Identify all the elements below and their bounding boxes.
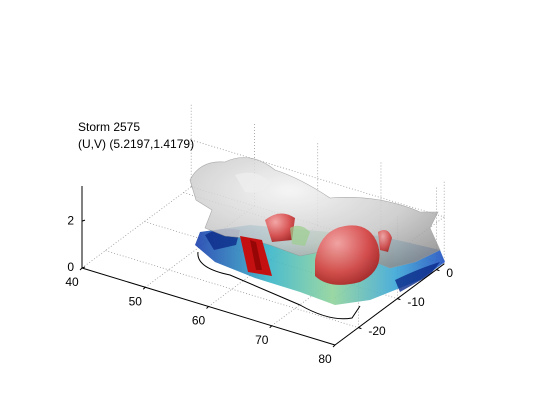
- z-tick: [81, 266, 86, 269]
- x-tick-label: 50: [129, 294, 143, 308]
- y-tick-label: -10: [407, 295, 425, 309]
- x-tick: [332, 344, 336, 348]
- x-tick-label: 40: [65, 275, 79, 289]
- z-tick-label: 2: [67, 213, 74, 227]
- x-tick: [142, 286, 146, 290]
- y-tick-label: -20: [368, 324, 386, 338]
- x-tick: [206, 306, 209, 309]
- x-tick-label: 80: [318, 352, 332, 366]
- y-tick: [397, 298, 401, 301]
- grid-line: [105, 250, 359, 328]
- chart-title: Storm 2575: [78, 120, 140, 134]
- x-tick: [269, 325, 273, 329]
- z-tick-label: 0: [67, 260, 74, 274]
- x-tick-label: 60: [192, 314, 206, 328]
- x-tick-label: 70: [255, 333, 269, 347]
- isosurface: [189, 157, 445, 320]
- y-tick: [436, 269, 440, 272]
- y-tick-label: 0: [446, 266, 453, 280]
- axes: 40 50 60 70 80 -20 -10 0 0 2: [65, 186, 453, 366]
- z-tick: [81, 219, 86, 222]
- chart-subtitle: (U,V) (5.2197,1.4179): [78, 137, 194, 151]
- y-axis: [334, 263, 445, 346]
- grid-line: [191, 139, 445, 218]
- y-tick: [358, 327, 362, 330]
- x-tick: [79, 267, 83, 271]
